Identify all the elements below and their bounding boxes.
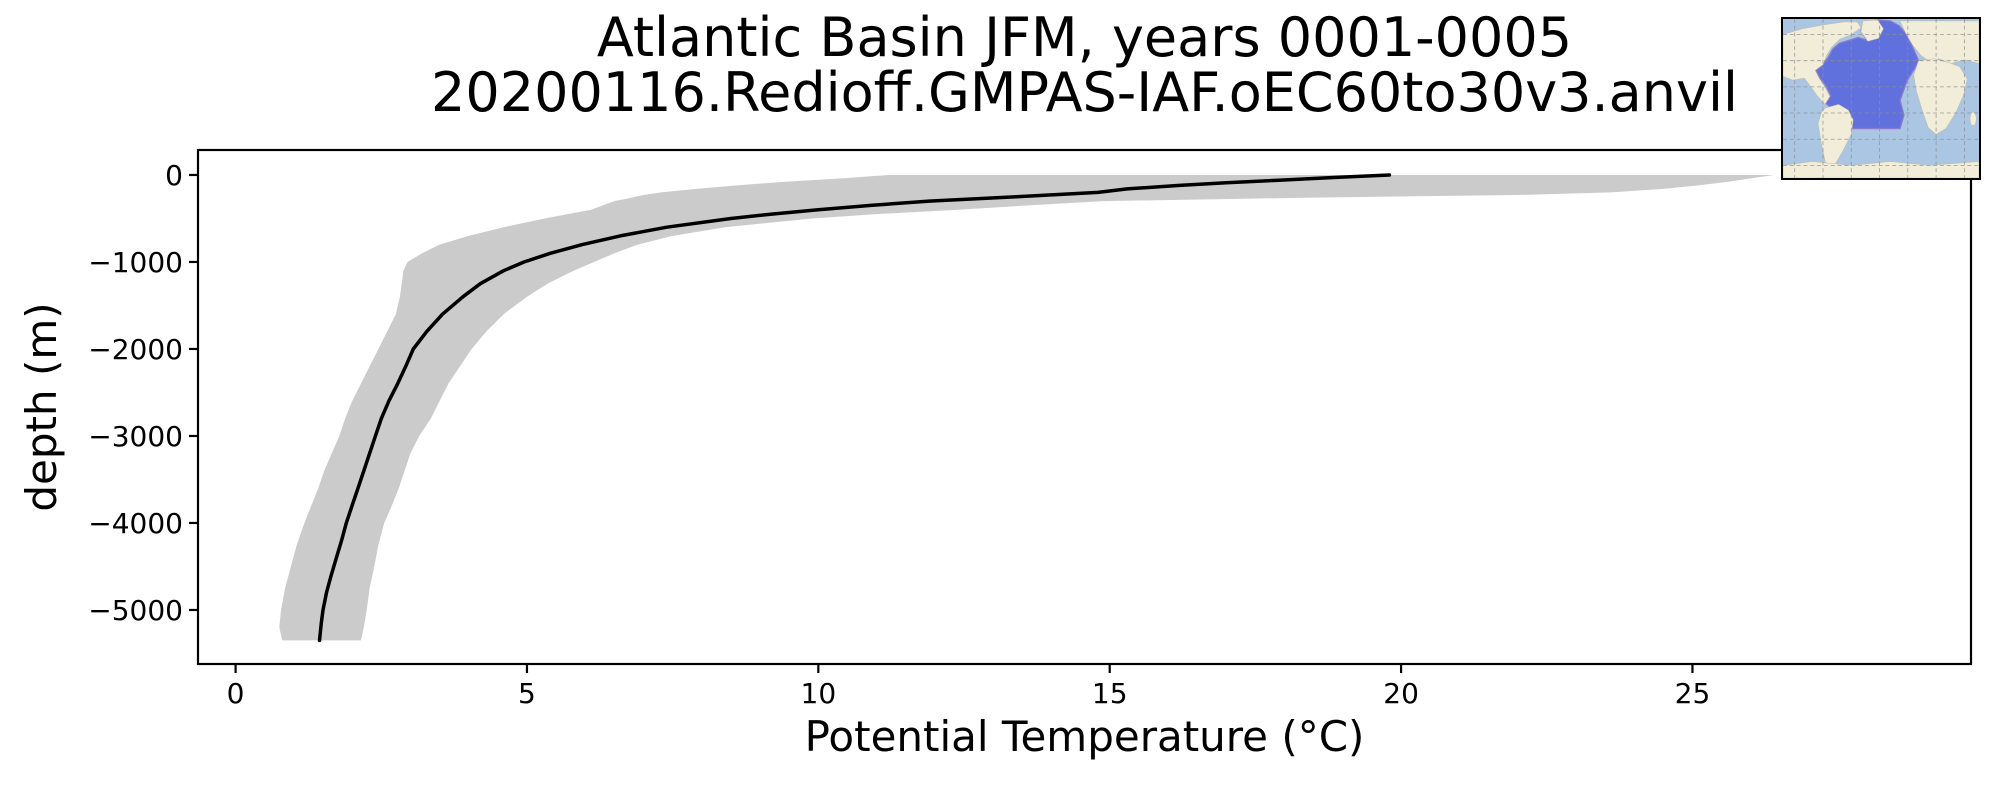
mean-profile-line [317,173,1392,643]
map-land-antarctica [1783,161,1979,178]
world-map [1783,19,1979,178]
chart-title-line1: Atlantic Basin JFM, years 0001-0005 [596,6,1573,69]
x-axis-label: Potential Temperature (°C) [804,712,1365,761]
x-tick-label: 0 [227,677,245,710]
envelope-band [279,175,1774,641]
x-tick-label: 10 [801,677,837,710]
map-inset [1781,17,1981,180]
y-tick-label: −2000 [88,333,183,366]
x-axis-ticks: 0 5 10 15 20 25 [227,664,1711,710]
map-land-north-america [1783,21,1862,105]
y-tick-label: −1000 [88,246,183,279]
y-tick-label: 0 [165,159,183,192]
map-land-africa [1913,58,1968,135]
y-axis-label: depth (m) [17,302,66,512]
map-land-eurasia [1899,20,1979,64]
map-land-madagascar [1969,111,1977,126]
map-land-south-america [1817,104,1854,172]
x-tick-label: 25 [1675,677,1711,710]
y-axis-ticks: 0 −1000 −2000 −3000 −4000 −5000 [88,159,198,627]
x-tick-label: 20 [1383,677,1419,710]
map-graticule [1783,19,1979,178]
chart-title: Atlantic Basin JFM, years 0001-0005 2020… [198,10,1971,120]
y-tick-label: −5000 [88,594,183,627]
map-highlight-atlantic-basin [1815,19,1920,130]
x-tick-label: 5 [518,677,536,710]
x-tick-label: 15 [1092,677,1128,710]
y-tick-label: −3000 [88,420,183,453]
chart-title-line2: 20200116.Redioff.GMPAS-IAF.oEC60to30v3.a… [431,61,1738,125]
map-land-greenland [1860,19,1884,42]
y-tick-label: −4000 [88,507,183,540]
axes-spines [196,148,1973,666]
